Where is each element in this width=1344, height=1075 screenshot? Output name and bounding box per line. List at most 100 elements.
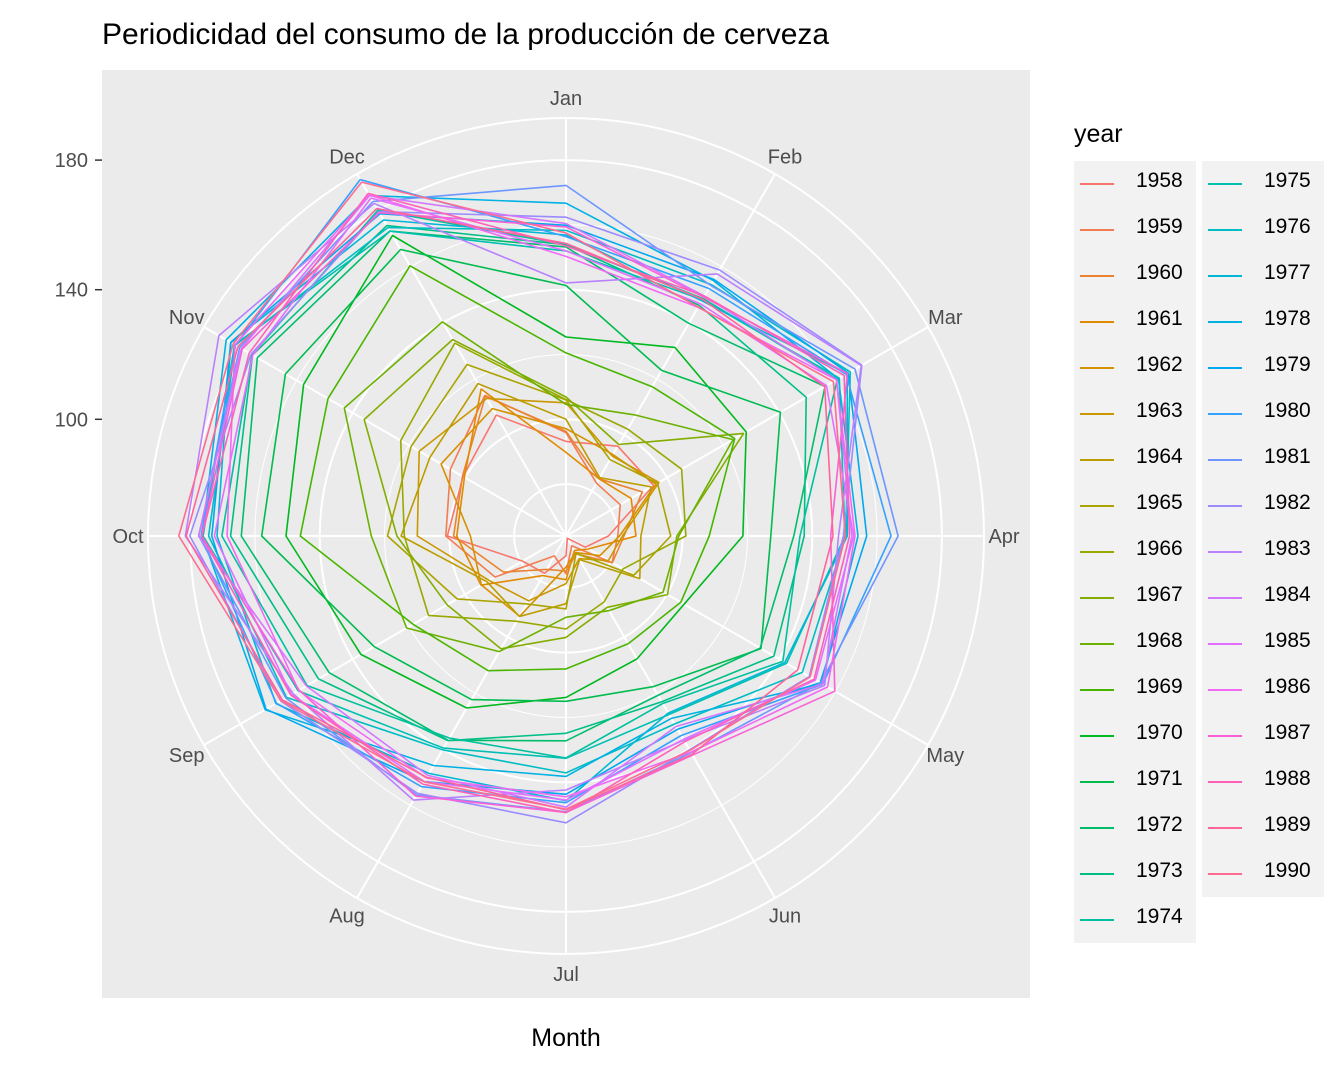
month-tick-label-nov: Nov <box>169 307 205 329</box>
month-tick-label-dec: Dec <box>329 147 365 169</box>
legend-item-1970: 1970 <box>1074 713 1202 759</box>
legend-item-1979: 1979 <box>1202 345 1330 391</box>
legend-label: 1980 <box>1264 399 1311 422</box>
grid-spoke-may <box>565 535 929 746</box>
legend-label: 1972 <box>1136 813 1183 836</box>
legend-item-1989: 1989 <box>1202 805 1330 851</box>
series-layer <box>178 178 899 824</box>
legend-key <box>1208 643 1242 645</box>
month-tick-label-jul: Jul <box>553 964 579 986</box>
legend-label: 1971 <box>1136 767 1183 790</box>
series-line-1967 <box>363 338 745 650</box>
legend-item-1973: 1973 <box>1074 851 1202 897</box>
month-tick-label-apr: Apr <box>988 526 1019 548</box>
legend-item-1965: 1965 <box>1074 483 1202 529</box>
legend-key <box>1080 643 1114 645</box>
series-line-1963 <box>416 397 660 602</box>
legend-label: 1976 <box>1264 215 1311 238</box>
legend-item-1978: 1978 <box>1202 299 1330 345</box>
series-line-1978 <box>201 194 859 778</box>
month-tick-label-jan: Jan <box>550 88 582 110</box>
legend-key <box>1080 689 1114 691</box>
legend-label: 1970 <box>1136 721 1183 744</box>
legend-item-1983: 1983 <box>1202 529 1330 575</box>
legend-key <box>1208 413 1242 415</box>
legend-item-1972: 1972 <box>1074 805 1202 851</box>
chart-title: Periodicidad del consumo de la producció… <box>102 18 830 51</box>
legend-key <box>1080 367 1114 369</box>
series-line-1959 <box>445 394 621 578</box>
grid-spoke-dec <box>356 173 567 537</box>
legend-label: 1969 <box>1136 675 1183 698</box>
legend-key <box>1080 459 1114 461</box>
legend-label: 1958 <box>1136 169 1183 192</box>
legend-item-1974: 1974 <box>1074 897 1202 943</box>
month-tick-label-may: May <box>926 745 964 767</box>
radial-tick-label: 100 <box>55 409 88 431</box>
legend-key <box>1080 275 1114 277</box>
legend-item-1985: 1985 <box>1202 621 1330 667</box>
month-tick-label-feb: Feb <box>768 147 802 169</box>
month-tick-label-aug: Aug <box>329 905 365 927</box>
series-line-1968 <box>343 321 734 653</box>
month-tick-label-jun: Jun <box>769 905 801 927</box>
series-line-1965 <box>386 363 672 610</box>
series-line-1986 <box>226 194 856 798</box>
legend-key <box>1080 781 1114 783</box>
legend-label: 1982 <box>1264 491 1311 514</box>
legend-key <box>1208 229 1242 231</box>
month-tick-label-mar: Mar <box>928 307 963 329</box>
legend-key <box>1080 413 1114 415</box>
legend-key <box>1208 597 1242 599</box>
legend-label: 1983 <box>1264 537 1311 560</box>
legend-label: 1966 <box>1136 537 1183 560</box>
grid-spoke-mar <box>565 326 929 537</box>
legend-item-1984: 1984 <box>1202 575 1330 621</box>
legend-label: 1963 <box>1136 399 1183 422</box>
legend-item-1962: 1962 <box>1074 345 1202 391</box>
legend-key <box>1208 183 1242 185</box>
legend-key <box>1208 551 1242 553</box>
legend-key <box>1080 735 1114 737</box>
legend-item-1980: 1980 <box>1202 391 1330 437</box>
legend-label: 1964 <box>1136 445 1183 468</box>
legend-key <box>1208 781 1242 783</box>
legend-label: 1961 <box>1136 307 1183 330</box>
legend-label: 1974 <box>1136 905 1183 928</box>
legend-item-1968: 1968 <box>1074 621 1202 667</box>
legend-label: 1988 <box>1264 767 1311 790</box>
x-axis-label: Month <box>531 1024 600 1052</box>
legend-key <box>1208 689 1242 691</box>
legend-label: 1959 <box>1136 215 1183 238</box>
legend-item-1976: 1976 <box>1202 207 1330 253</box>
legend-label: 1989 <box>1264 813 1311 836</box>
series-line-1961 <box>456 388 637 586</box>
legend-label: 1975 <box>1264 169 1311 192</box>
legend-label: 1977 <box>1264 261 1311 284</box>
series-line-1969 <box>299 265 736 672</box>
legend-item-1990: 1990 <box>1202 851 1330 897</box>
legend-key <box>1080 551 1114 553</box>
series-line-1964 <box>400 382 652 618</box>
grid-spoke-feb <box>565 173 776 537</box>
legend-item-1959: 1959 <box>1074 207 1202 253</box>
legend-label: 1981 <box>1264 445 1311 468</box>
legend-item-1960: 1960 <box>1074 253 1202 299</box>
legend-key <box>1208 459 1242 461</box>
legend-column <box>1202 161 1324 897</box>
legend-label: 1979 <box>1264 353 1311 376</box>
legend-key <box>1208 735 1242 737</box>
legend: year 1958 1959 1960 1961 1962 1963 1964 1965 196… <box>1074 120 1324 943</box>
legend-key <box>1080 873 1114 875</box>
series-line-1983 <box>184 202 862 801</box>
legend-label: 1985 <box>1264 629 1311 652</box>
series-line-1960 <box>452 395 644 573</box>
legend-item-1958: 1958 <box>1074 161 1202 207</box>
legend-title: year <box>1074 120 1123 148</box>
radial-tick-label: 180 <box>55 150 88 172</box>
legend-key <box>1080 183 1114 185</box>
series-line-1979 <box>211 213 868 796</box>
legend-key <box>1080 505 1114 507</box>
radial-tick-label: 140 <box>55 280 88 302</box>
